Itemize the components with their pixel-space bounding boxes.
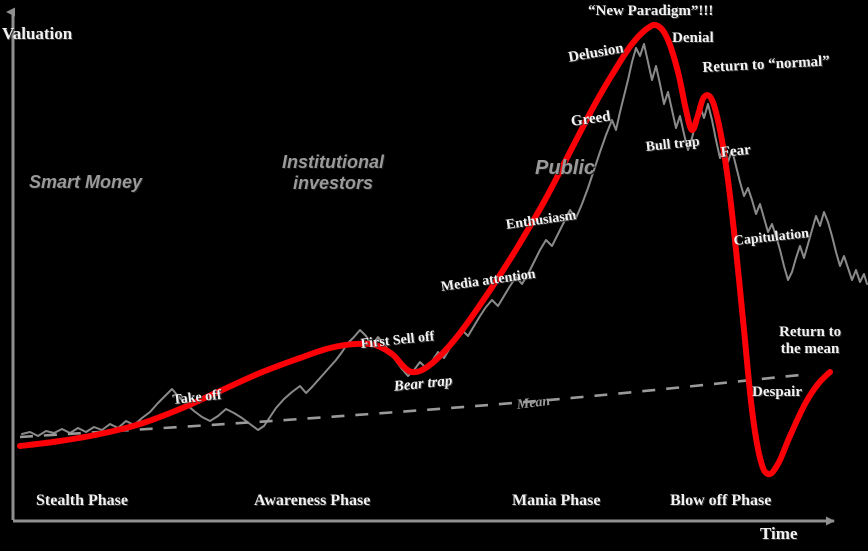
actor-label-institutional-investors: Institutional investors [282, 152, 384, 193]
actor-label-public: Public [535, 157, 596, 179]
annotation-denial: Denial [672, 30, 714, 46]
actor-label-smart-money: Smart Money [29, 172, 143, 192]
phase-label-mania-phase: Mania Phase [512, 492, 601, 509]
annotation-despair: Despair [752, 384, 802, 400]
mean-dashed-line [19, 373, 801, 439]
price-noise-line [21, 43, 868, 437]
trend-curve [17, 21, 833, 478]
y-axis-label: Valuation [2, 24, 73, 43]
phase-label-awareness-phase: Awareness Phase [254, 492, 371, 509]
phase-label-blow-off-phase: Blow off Phase [670, 492, 772, 509]
annotation-return-to-the-mean: Return to the mean [779, 324, 842, 357]
phase-label-stealth-phase: Stealth Phase [36, 492, 128, 509]
annotation-new-paradigm: “New Paradigm”!!! [588, 3, 714, 19]
annotation-fear: Fear [720, 141, 752, 161]
x-axis-label: Time [760, 524, 798, 543]
